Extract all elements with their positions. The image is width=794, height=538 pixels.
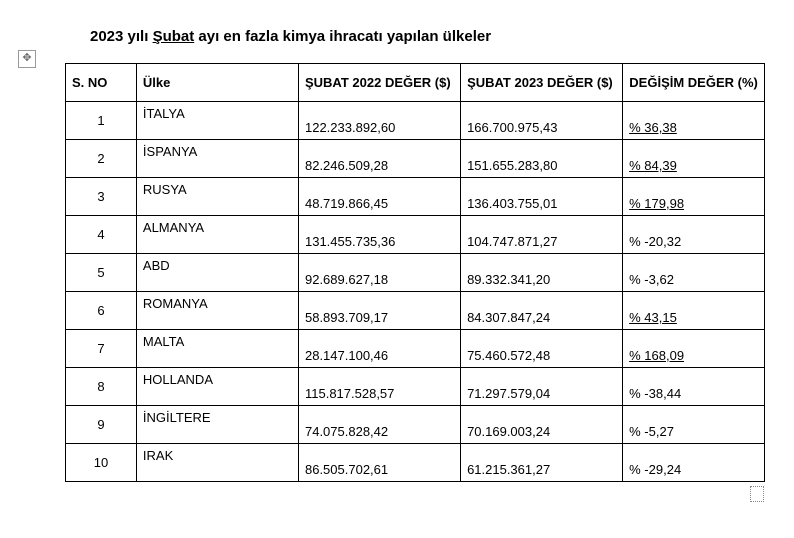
- title-underlined: Şubat: [153, 28, 195, 45]
- col-change: DEĞİŞİM DEĞER (%): [623, 64, 765, 102]
- cell-val-2022: 48.719.866,45: [298, 178, 460, 216]
- col-country: Ülke: [136, 64, 298, 102]
- cell-val-2022: 131.455.735,36: [298, 216, 460, 254]
- cell-val-2023: 89.332.341,20: [461, 254, 623, 292]
- cell-val-2023: 70.169.003,24: [461, 406, 623, 444]
- cell-val-2022: 74.075.828,42: [298, 406, 460, 444]
- page-title: 2023 yılı Şubat ayı en fazla kimya ihrac…: [90, 28, 754, 45]
- cell-country: ROMANYA: [136, 292, 298, 330]
- export-table: S. NO Ülke ŞUBAT 2022 DEĞER ($) ŞUBAT 20…: [65, 63, 765, 482]
- text-cursor-box: [750, 486, 764, 502]
- cell-val-2022: 115.817.528,57: [298, 368, 460, 406]
- col-val2023: ŞUBAT 2023 DEĞER ($): [461, 64, 623, 102]
- cell-sno: 8: [66, 368, 137, 406]
- cell-country: MALTA: [136, 330, 298, 368]
- table-row: 3RUSYA48.719.866,45136.403.755,01% 179,9…: [66, 178, 765, 216]
- cell-change: % 179,98: [623, 178, 765, 216]
- cell-val-2023: 136.403.755,01: [461, 178, 623, 216]
- cell-change: % 168,09: [623, 330, 765, 368]
- cell-val-2023: 75.460.572,48: [461, 330, 623, 368]
- cell-change: % 84,39: [623, 140, 765, 178]
- cell-change: % -38,44: [623, 368, 765, 406]
- col-val2022: ŞUBAT 2022 DEĞER ($): [298, 64, 460, 102]
- table-header-row: S. NO Ülke ŞUBAT 2022 DEĞER ($) ŞUBAT 20…: [66, 64, 765, 102]
- cell-sno: 5: [66, 254, 137, 292]
- cell-val-2022: 58.893.709,17: [298, 292, 460, 330]
- cell-country: RUSYA: [136, 178, 298, 216]
- cell-change: % 43,15: [623, 292, 765, 330]
- table-row: 1İTALYA122.233.892,60166.700.975,43% 36,…: [66, 102, 765, 140]
- cell-country: ALMANYA: [136, 216, 298, 254]
- cell-country: HOLLANDA: [136, 368, 298, 406]
- cell-country: İNGİLTERE: [136, 406, 298, 444]
- title-post: ayı en fazla kimya ihracatı yapılan ülke…: [194, 28, 491, 45]
- table-row: 6ROMANYA58.893.709,1784.307.847,24% 43,1…: [66, 292, 765, 330]
- cell-sno: 4: [66, 216, 137, 254]
- cell-change: % -5,27: [623, 406, 765, 444]
- cell-change: % -29,24: [623, 444, 765, 482]
- table-row: 9İNGİLTERE74.075.828,4270.169.003,24% -5…: [66, 406, 765, 444]
- cell-val-2023: 84.307.847,24: [461, 292, 623, 330]
- cell-country: ABD: [136, 254, 298, 292]
- table-body: 1İTALYA122.233.892,60166.700.975,43% 36,…: [66, 102, 765, 482]
- cell-sno: 6: [66, 292, 137, 330]
- cell-val-2023: 61.215.361,27: [461, 444, 623, 482]
- cell-sno: 9: [66, 406, 137, 444]
- cell-val-2023: 166.700.975,43: [461, 102, 623, 140]
- cell-country: İTALYA: [136, 102, 298, 140]
- cell-sno: 1: [66, 102, 137, 140]
- table-container: S. NO Ülke ŞUBAT 2022 DEĞER ($) ŞUBAT 20…: [65, 63, 754, 482]
- cell-val-2022: 122.233.892,60: [298, 102, 460, 140]
- table-row: 2İSPANYA82.246.509,28151.655.283,80% 84,…: [66, 140, 765, 178]
- table-row: 5ABD92.689.627,1889.332.341,20% -3,62: [66, 254, 765, 292]
- cell-sno: 3: [66, 178, 137, 216]
- table-row: 7MALTA28.147.100,4675.460.572,48% 168,09: [66, 330, 765, 368]
- cell-val-2022: 86.505.702,61: [298, 444, 460, 482]
- cell-change: % -20,32: [623, 216, 765, 254]
- col-sno: S. NO: [66, 64, 137, 102]
- cell-val-2023: 151.655.283,80: [461, 140, 623, 178]
- table-row: 4ALMANYA131.455.735,36104.747.871,27% -2…: [66, 216, 765, 254]
- table-row: 8HOLLANDA115.817.528,5771.297.579,04% -3…: [66, 368, 765, 406]
- cell-val-2023: 104.747.871,27: [461, 216, 623, 254]
- cell-sno: 2: [66, 140, 137, 178]
- title-pre: 2023 yılı: [90, 28, 153, 45]
- cell-change: % 36,38: [623, 102, 765, 140]
- cell-val-2022: 82.246.509,28: [298, 140, 460, 178]
- cell-change: % -3,62: [623, 254, 765, 292]
- cell-sno: 10: [66, 444, 137, 482]
- cell-sno: 7: [66, 330, 137, 368]
- cell-country: İSPANYA: [136, 140, 298, 178]
- table-move-handle-icon[interactable]: ✥: [18, 50, 36, 68]
- cell-val-2022: 28.147.100,46: [298, 330, 460, 368]
- cell-country: IRAK: [136, 444, 298, 482]
- table-row: 10IRAK86.505.702,6161.215.361,27% -29,24: [66, 444, 765, 482]
- cell-val-2023: 71.297.579,04: [461, 368, 623, 406]
- cell-val-2022: 92.689.627,18: [298, 254, 460, 292]
